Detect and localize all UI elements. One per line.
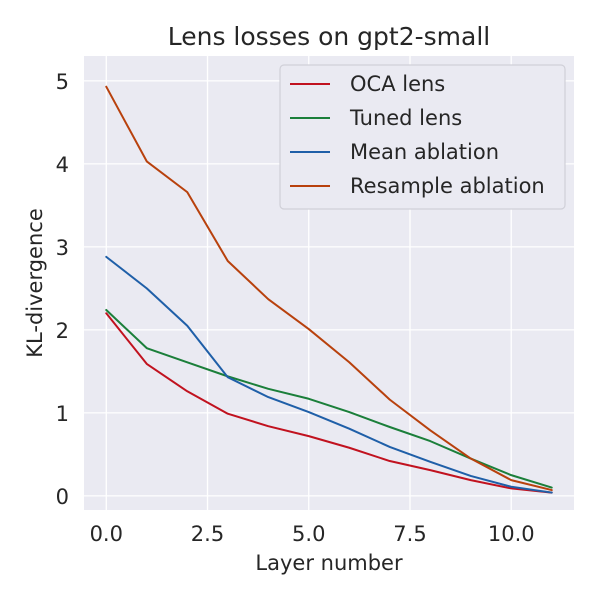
y-tick-label: 1 xyxy=(56,402,69,426)
y-tick-label: 4 xyxy=(56,153,69,177)
legend-label-mean-ablation: Mean ablation xyxy=(350,140,499,164)
chart-title: Lens losses on gpt2-small xyxy=(168,22,490,51)
y-tick-label: 0 xyxy=(56,485,69,509)
x-tick-label: 2.5 xyxy=(191,522,224,546)
series-line-mean-ablation xyxy=(105,255,553,494)
legend-label-resample-ablation: Resample ablation xyxy=(350,174,545,198)
axis-tick-labels: 0.0 2.5 5.0 7.5 10.0 0 1 2 3 4 5 xyxy=(56,70,535,546)
x-tick-label: 10.0 xyxy=(488,522,535,546)
x-axis-label: Layer number xyxy=(255,551,403,575)
legend-box xyxy=(279,64,566,210)
x-tick-label: 0.0 xyxy=(90,522,123,546)
y-tick-label: 3 xyxy=(56,236,69,260)
y-axis-label: KL-divergence xyxy=(23,208,47,357)
x-tick-label: 7.5 xyxy=(393,522,426,546)
y-tick-label: 2 xyxy=(56,319,69,343)
legend: OCA lens Tuned lens Mean ablation Resamp… xyxy=(279,64,566,210)
series-lines xyxy=(105,85,553,494)
y-tick-label: 5 xyxy=(56,70,69,94)
legend-label-oca-lens: OCA lens xyxy=(350,72,445,96)
legend-label-tuned-lens: Tuned lens xyxy=(349,106,462,130)
series-line-resample-ablation xyxy=(105,85,553,492)
series-line-oca-lens xyxy=(105,312,553,494)
x-tick-label: 5.0 xyxy=(292,522,325,546)
